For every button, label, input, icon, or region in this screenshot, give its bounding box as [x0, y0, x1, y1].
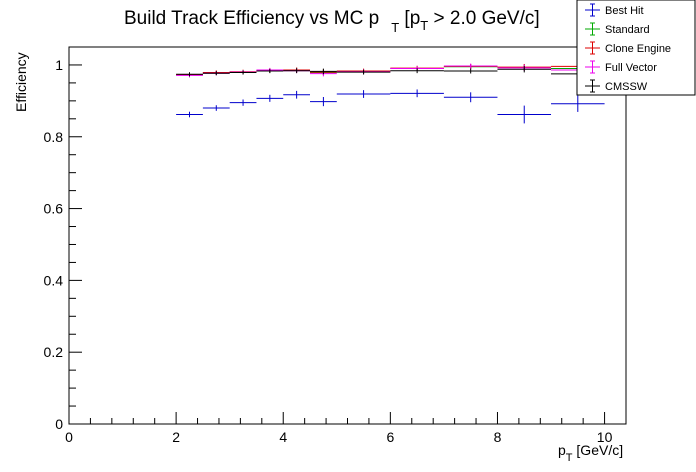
- x-tick-label: 4: [279, 429, 287, 445]
- y-tick-label: 1: [55, 57, 63, 73]
- y-tick-label: 0.8: [44, 129, 64, 145]
- data-point: [310, 96, 337, 107]
- x-tick-label: 2: [172, 429, 180, 445]
- y-axis-title: Efficiency: [13, 52, 29, 112]
- legend-entry: Full Vector: [585, 60, 657, 74]
- x-tick-label: 0: [65, 429, 73, 445]
- data-point: [443, 92, 498, 103]
- legend-label: Clone Engine: [605, 43, 671, 55]
- data-point: [256, 68, 284, 74]
- data-point: [443, 63, 498, 69]
- x-tick-label: 6: [386, 429, 394, 445]
- legend-label: CMSSW: [605, 81, 648, 93]
- data-point: [202, 105, 230, 111]
- legend-entry: Standard: [585, 22, 650, 36]
- data-point: [497, 66, 552, 73]
- data-point: [229, 70, 257, 75]
- series-cmssw: [176, 66, 605, 78]
- legend-entry: Best Hit: [585, 3, 644, 17]
- axes: 0 2 4 6 8 10 0 0.2 0.4 0.6 0.8 1: [44, 46, 627, 445]
- x-tick-label: 10: [597, 429, 613, 445]
- y-tick-label: 0.4: [44, 272, 64, 288]
- legend-label: Best Hit: [605, 5, 644, 17]
- data-point: [497, 105, 552, 124]
- data-point: [336, 90, 391, 98]
- y-tick-label: 0: [55, 416, 63, 432]
- data-point: [443, 68, 498, 74]
- y-tick-label: 0.6: [44, 201, 64, 217]
- x-axis-title: pT [GeV/c]: [558, 442, 623, 464]
- data-point: [202, 71, 230, 76]
- data-point: [336, 69, 391, 75]
- series-layer: [176, 62, 605, 124]
- legend-entry: CMSSW: [585, 79, 648, 93]
- y-tick-label: 0.2: [44, 344, 64, 360]
- data-point: [551, 95, 605, 112]
- legend-label: Standard: [605, 24, 650, 36]
- data-point: [256, 94, 284, 102]
- series-best-hit: [176, 89, 605, 124]
- legend-label: Full Vector: [605, 62, 657, 74]
- data-point: [176, 72, 203, 77]
- data-point: [283, 68, 311, 74]
- data-point: [283, 90, 311, 99]
- legend: Best Hit Standard Clone Engine Full Vector C…: [576, 0, 696, 96]
- data-point: [229, 99, 257, 106]
- x-tick-label: 8: [494, 429, 502, 445]
- data-point: [390, 89, 444, 98]
- data-point: [176, 111, 203, 118]
- data-point: [390, 68, 444, 74]
- legend-entry: Clone Engine: [585, 41, 671, 55]
- data-point: [310, 68, 337, 75]
